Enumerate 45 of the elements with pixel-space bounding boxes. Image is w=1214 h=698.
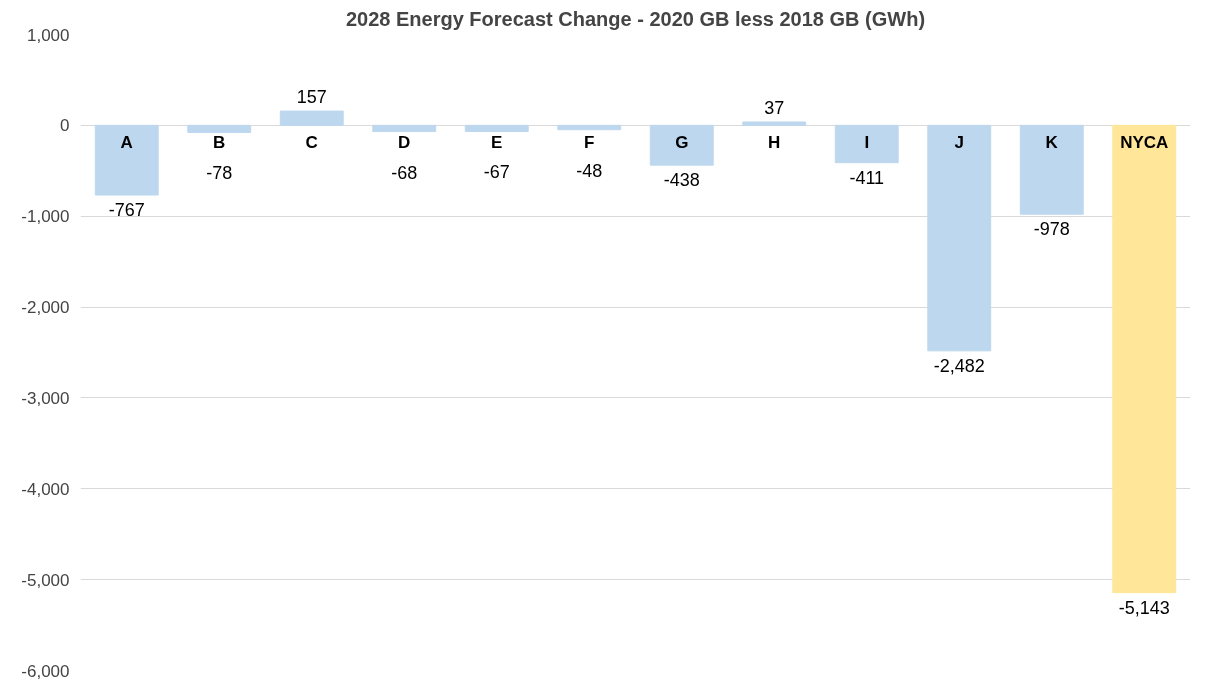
bar (927, 124, 992, 352)
bar (557, 124, 622, 131)
bar (372, 124, 437, 133)
x-tick-label: B (213, 133, 226, 153)
x-tick-label: D (398, 133, 411, 153)
x-tick-label: K (1045, 133, 1059, 153)
bar (1112, 124, 1177, 594)
bar (649, 124, 714, 166)
data-label: -5,143 (1118, 597, 1170, 618)
y-tick-label: 0 (60, 116, 70, 136)
chart-title: 2028 Energy Forecast Change - 2020 GB less 2018 GB (GWh) (345, 7, 926, 30)
x-tick-label: E (491, 133, 503, 153)
y-tick-label: -3,000 (21, 388, 70, 408)
bar (1019, 124, 1084, 215)
y-tick-label: -5,000 (21, 570, 70, 590)
x-tick-label: I (864, 133, 870, 153)
data-label: -438 (663, 170, 700, 191)
x-tick-label: A (120, 133, 133, 153)
data-label: -767 (108, 200, 145, 221)
x-tick-label: NYCA (1120, 133, 1169, 153)
x-tick-label: J (954, 133, 964, 153)
bar (742, 121, 807, 126)
data-label: -68 (391, 162, 418, 183)
bar (187, 124, 252, 133)
bar (94, 124, 159, 196)
bar (279, 110, 344, 126)
bar (834, 124, 899, 164)
data-label: -48 (576, 160, 603, 181)
data-label: -411 (849, 167, 885, 188)
y-tick-label: -4,000 (21, 479, 70, 499)
y-tick-label: -2,000 (21, 298, 70, 318)
y-tick-label: 1,000 (26, 25, 70, 45)
x-tick-label: G (675, 133, 689, 153)
data-label: -67 (483, 162, 510, 183)
y-tick-label: -6,000 (21, 661, 70, 681)
data-label: 157 (296, 87, 327, 108)
data-label: -2,482 (933, 355, 985, 376)
bar (464, 124, 529, 132)
data-label: -978 (1033, 219, 1070, 240)
x-tick-label: C (305, 133, 318, 153)
data-label: -78 (206, 163, 233, 184)
y-tick-label: -1,000 (21, 207, 70, 227)
x-tick-label: H (768, 133, 781, 153)
x-tick-label: F (584, 133, 595, 153)
data-label: 37 (764, 98, 785, 118)
